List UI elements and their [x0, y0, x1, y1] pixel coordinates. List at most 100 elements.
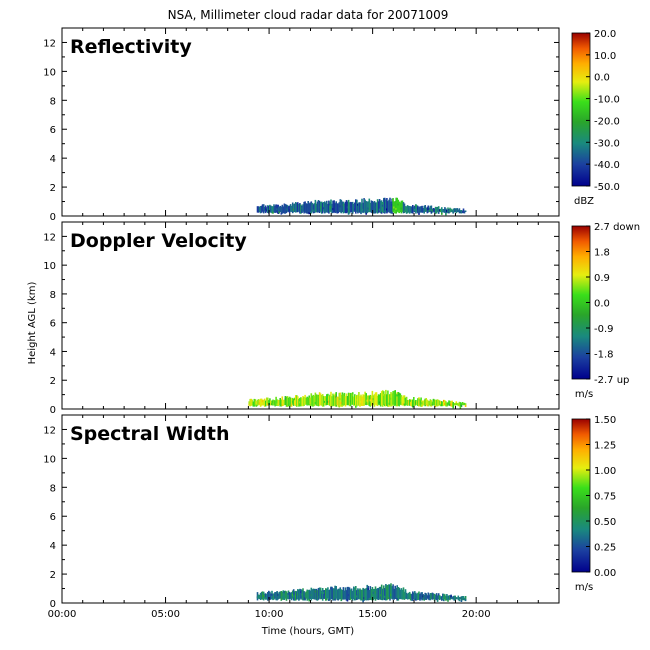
cloud-texture: [455, 597, 458, 600]
cloud-texture: [315, 206, 318, 209]
cloud-column: [269, 398, 271, 406]
cloud-texture: [448, 210, 450, 213]
colorbar-tick-label: -1.8: [594, 350, 614, 361]
cloud-column: [426, 206, 429, 214]
cloud-texture: [266, 402, 268, 405]
colorbar-tick-label: 0.00: [594, 568, 616, 579]
cloud-column: [314, 392, 317, 405]
cloud-column: [396, 197, 398, 212]
cloud-column: [417, 398, 419, 406]
cloud-column: [322, 590, 325, 599]
y-tick-label: 2: [50, 183, 56, 194]
cloud-column: [377, 394, 380, 405]
cloud-column: [459, 402, 462, 407]
cloud-column: [435, 399, 438, 406]
cloud-column: [279, 398, 281, 407]
cloud-texture: [346, 206, 349, 209]
cloud-texture: [326, 598, 328, 601]
cloud-column: [456, 402, 459, 406]
cloud-column: [289, 397, 292, 407]
cloud-texture: [374, 206, 377, 209]
cloud-column: [283, 203, 286, 214]
cloud-column: [374, 392, 377, 405]
cloud-column: [296, 591, 298, 600]
cloud-column: [296, 202, 298, 213]
cloud-column: [273, 399, 275, 405]
cloud-column: [448, 400, 450, 405]
cloud-column: [444, 207, 446, 213]
cloud-column: [364, 199, 366, 214]
cloud-texture: [349, 400, 352, 403]
cloud-column: [290, 398, 293, 407]
cloud-column: [414, 591, 416, 600]
cloud-column: [354, 202, 356, 212]
cloud-texture: [308, 599, 310, 602]
cloud-column: [350, 202, 353, 213]
cloud-column: [338, 202, 341, 212]
colorbar: [571, 32, 591, 187]
x-tick-label: 20:00: [462, 609, 491, 620]
cloud-column: [371, 201, 374, 214]
cloud-column: [331, 396, 333, 407]
cloud-column: [335, 201, 337, 213]
cloud-column: [314, 199, 317, 213]
cloud-column: [347, 392, 350, 406]
cloud-texture: [342, 591, 345, 594]
cloud-column: [354, 587, 356, 600]
cloud-texture: [403, 403, 406, 406]
cloud-column: [426, 595, 429, 599]
cloud-texture: [306, 591, 308, 594]
cloud-column: [370, 200, 373, 213]
cloud-column: [389, 584, 391, 601]
cloud-column: [389, 394, 391, 406]
cloud-column: [290, 592, 293, 601]
cloud-column: [371, 587, 374, 601]
cloud-column: [322, 202, 325, 212]
cloud-column: [264, 593, 267, 600]
cloud-column: [320, 395, 323, 406]
cloud-column: [353, 396, 355, 406]
cloud-column: [318, 587, 321, 599]
cloud-column: [436, 595, 439, 601]
cloud-column: [437, 399, 440, 406]
cloud-column: [400, 200, 403, 214]
cloud-column: [298, 204, 300, 212]
cloud-column: [444, 594, 446, 600]
cloud-column: [342, 201, 345, 214]
cloud-column: [423, 205, 425, 214]
cloud-column: [333, 200, 335, 213]
cloud-column: [336, 396, 338, 406]
cloud-column: [300, 204, 302, 214]
cloud-column: [406, 400, 409, 406]
cloud-column: [344, 201, 347, 214]
cloud-texture: [335, 202, 337, 205]
x-tick-label: 10:00: [255, 609, 284, 620]
cloud-column: [298, 589, 300, 601]
cloud-column: [268, 590, 270, 599]
cloud-texture: [281, 596, 284, 599]
cloud-column: [464, 403, 467, 406]
cloud-column: [278, 206, 280, 214]
cloud-column: [281, 396, 284, 405]
cloud-texture: [301, 207, 303, 210]
cloud-column: [435, 593, 438, 601]
cloud-column: [260, 591, 263, 600]
cloud-column: [419, 206, 421, 213]
cloud-texture: [459, 406, 462, 409]
cloud-column: [435, 207, 438, 214]
panel-spectral-width: Spectral Width 0 2 4 6 8 10 12 00:00 05:00 10:00 15…: [43, 414, 616, 620]
cloud-column: [360, 203, 362, 213]
cloud-texture: [418, 212, 420, 215]
cloud-column: [315, 588, 318, 601]
cloud-texture: [330, 206, 332, 209]
cloud-column: [450, 208, 452, 212]
cloud-column: [297, 202, 299, 213]
panel-reflectivity: Reflectivity 0 2 4 6 8 10 12 20.0 10.0 0.0 -10.0 -20…: [43, 27, 620, 223]
cloud-column: [261, 399, 264, 406]
cloud-texture: [314, 590, 317, 593]
cloud-column: [390, 583, 392, 599]
cloud-texture: [351, 394, 354, 397]
cloud-column: [317, 394, 320, 407]
cloud-texture: [329, 203, 331, 206]
cloud-column: [343, 590, 346, 600]
